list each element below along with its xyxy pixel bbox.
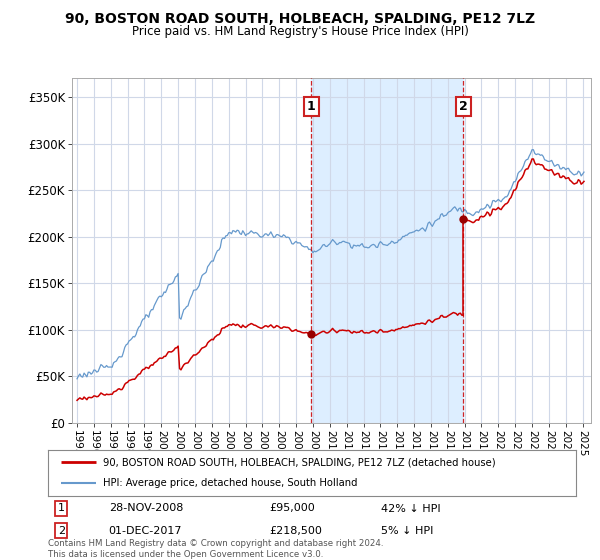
Text: 5% ↓ HPI: 5% ↓ HPI (380, 526, 433, 536)
Text: 1: 1 (307, 100, 316, 113)
Text: £95,000: £95,000 (270, 503, 316, 514)
Bar (311, 78, 463, 423)
Text: Price paid vs. HM Land Registry's House Price Index (HPI): Price paid vs. HM Land Registry's House … (131, 25, 469, 38)
Text: 42% ↓ HPI: 42% ↓ HPI (380, 503, 440, 514)
Text: 01-DEC-2017: 01-DEC-2017 (109, 526, 182, 536)
Text: 2: 2 (58, 526, 65, 536)
Text: 1: 1 (58, 503, 65, 514)
Text: Contains HM Land Registry data © Crown copyright and database right 2024.
This d: Contains HM Land Registry data © Crown c… (48, 539, 383, 559)
Text: £218,500: £218,500 (270, 526, 323, 536)
Text: 90, BOSTON ROAD SOUTH, HOLBEACH, SPALDING, PE12 7LZ: 90, BOSTON ROAD SOUTH, HOLBEACH, SPALDIN… (65, 12, 535, 26)
Text: 90, BOSTON ROAD SOUTH, HOLBEACH, SPALDING, PE12 7LZ (detached house): 90, BOSTON ROAD SOUTH, HOLBEACH, SPALDIN… (103, 457, 496, 467)
Text: HPI: Average price, detached house, South Holland: HPI: Average price, detached house, Sout… (103, 478, 358, 488)
Text: 28-NOV-2008: 28-NOV-2008 (109, 503, 183, 514)
Text: 2: 2 (459, 100, 467, 113)
